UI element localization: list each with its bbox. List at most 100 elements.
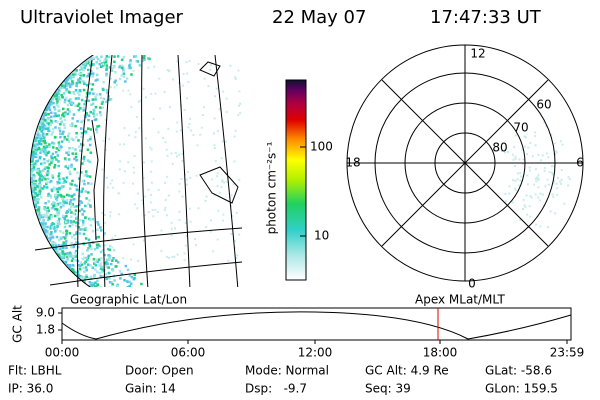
pixel <box>69 75 73 78</box>
pixel <box>41 222 45 225</box>
pixel <box>512 158 515 161</box>
pixel <box>90 253 93 256</box>
pixel <box>101 248 105 252</box>
pixel <box>77 108 81 112</box>
pixel <box>551 193 554 196</box>
pixel <box>64 242 68 246</box>
pixel <box>105 67 109 70</box>
pixel <box>129 282 133 285</box>
pixel <box>84 204 87 208</box>
pixel <box>42 139 45 143</box>
pixel <box>138 127 141 130</box>
pixel <box>78 209 81 213</box>
pixel <box>79 73 83 77</box>
pixel <box>165 255 168 258</box>
pixel <box>75 69 78 72</box>
pixel <box>41 134 45 137</box>
pixel <box>44 124 47 128</box>
pixel <box>183 252 186 255</box>
pixel <box>52 227 56 230</box>
pixel <box>55 93 59 97</box>
pixel <box>83 62 87 66</box>
pixel <box>73 193 76 196</box>
pixel <box>47 112 50 116</box>
pixel <box>58 209 61 212</box>
pixel <box>122 89 125 92</box>
pixel <box>550 165 553 168</box>
pixel <box>41 225 45 228</box>
pixel <box>218 108 221 111</box>
pixel <box>185 178 188 181</box>
pixel <box>105 68 108 71</box>
pixel <box>64 165 67 168</box>
pixel <box>556 193 559 196</box>
pixel <box>47 192 50 196</box>
pixel <box>109 287 112 290</box>
pixel <box>50 215 53 218</box>
pixel <box>164 181 167 184</box>
pixel <box>81 179 84 183</box>
pixel <box>36 171 39 174</box>
pixel <box>150 148 153 151</box>
pixel <box>100 265 103 268</box>
pixel <box>85 60 89 64</box>
pixel <box>105 176 108 179</box>
pixel <box>58 172 61 175</box>
pixel <box>116 261 120 264</box>
pixel <box>111 246 114 249</box>
pixel <box>47 216 51 220</box>
pixel <box>128 64 131 67</box>
pixel <box>111 179 114 182</box>
pixel <box>71 269 75 272</box>
pixel <box>531 155 534 158</box>
pixel <box>103 232 106 235</box>
pixel <box>118 65 121 69</box>
pixel <box>46 230 50 233</box>
status-field: IP: 36.0 <box>8 382 53 396</box>
pixel <box>553 165 556 168</box>
pixel <box>33 174 37 178</box>
pixel <box>88 243 91 246</box>
pixel <box>82 80 85 83</box>
pixel <box>102 80 105 84</box>
pixel <box>70 259 74 263</box>
pixel <box>42 126 45 130</box>
pixel <box>95 55 99 59</box>
pixel <box>72 243 76 247</box>
pixel <box>67 150 71 154</box>
pixel <box>85 92 89 95</box>
pixel <box>99 286 103 287</box>
pixel <box>122 72 126 76</box>
pixel <box>534 177 537 180</box>
pixel <box>57 175 60 178</box>
pixel <box>38 178 41 181</box>
pixel <box>75 271 79 275</box>
pixel <box>79 200 82 203</box>
pixel <box>220 157 223 160</box>
pixel <box>170 221 173 224</box>
pixel <box>102 63 105 66</box>
pixel <box>112 186 115 189</box>
pixel <box>165 148 168 151</box>
pixel <box>49 225 53 228</box>
pixel <box>34 136 38 140</box>
pixel <box>51 222 54 225</box>
pixel <box>63 225 67 229</box>
pixel <box>94 79 98 82</box>
pixel <box>35 169 39 172</box>
pixel <box>38 218 41 221</box>
pixel <box>103 59 106 63</box>
pixel <box>65 255 69 258</box>
pixel <box>109 182 112 185</box>
pixel <box>214 160 217 163</box>
pixel <box>44 232 47 235</box>
pixel <box>150 160 153 163</box>
pixel <box>543 121 546 124</box>
pixel <box>134 203 137 206</box>
pixel <box>164 141 167 144</box>
pixel <box>45 211 49 215</box>
pixel <box>83 182 86 186</box>
pixel <box>58 129 62 133</box>
altitude-plot <box>58 307 572 341</box>
pixel <box>38 123 42 126</box>
